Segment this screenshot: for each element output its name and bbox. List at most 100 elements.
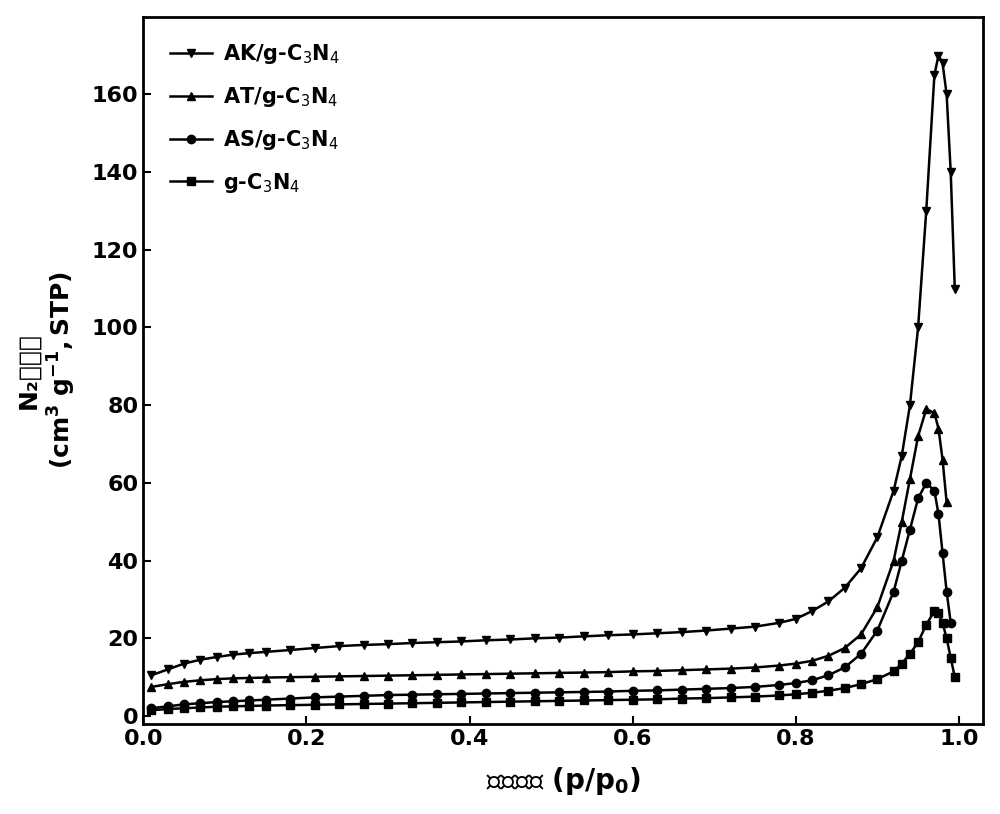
AS/g-C$_3$N$_4$ <box>553 688 565 698</box>
AT/g-C$_3$N$_4$ <box>602 667 614 677</box>
g-C$_3$N$_4$ <box>725 693 737 702</box>
AS/g-C$_3$N$_4$ <box>822 671 834 681</box>
AS/g-C$_3$N$_4$ <box>358 691 370 701</box>
AS/g-C$_3$N$_4$ <box>145 703 157 713</box>
AS/g-C$_3$N$_4$ <box>945 618 957 628</box>
AS/g-C$_3$N$_4$ <box>260 695 272 705</box>
AT/g-C$_3$N$_4$ <box>194 676 206 685</box>
AK/g-C$_3$N$_4$ <box>937 59 949 68</box>
AS/g-C$_3$N$_4$ <box>178 699 190 709</box>
AK/g-C$_3$N$_4$ <box>725 624 737 633</box>
AS/g-C$_3$N$_4$ <box>284 694 296 703</box>
AK/g-C$_3$N$_4$ <box>309 643 321 653</box>
g-C$_3$N$_4$ <box>333 699 345 709</box>
AK/g-C$_3$N$_4$ <box>211 652 223 662</box>
AT/g-C$_3$N$_4$ <box>406 671 418 681</box>
g-C$_3$N$_4$ <box>945 653 957 663</box>
AT/g-C$_3$N$_4$ <box>145 682 157 692</box>
AK/g-C$_3$N$_4$ <box>749 622 761 632</box>
AT/g-C$_3$N$_4$ <box>932 423 944 433</box>
g-C$_3$N$_4$ <box>871 674 883 684</box>
AT/g-C$_3$N$_4$ <box>358 671 370 681</box>
g-C$_3$N$_4$ <box>194 702 206 712</box>
g-C$_3$N$_4$ <box>822 686 834 696</box>
AK/g-C$_3$N$_4$ <box>382 639 394 649</box>
AS/g-C$_3$N$_4$ <box>855 649 867 659</box>
g-C$_3$N$_4$ <box>145 705 157 715</box>
g-C$_3$N$_4$ <box>912 637 924 647</box>
g-C$_3$N$_4$ <box>309 700 321 710</box>
AS/g-C$_3$N$_4$ <box>937 548 949 558</box>
AT/g-C$_3$N$_4$ <box>725 663 737 673</box>
g-C$_3$N$_4$ <box>676 694 688 703</box>
AT/g-C$_3$N$_4$ <box>806 656 818 666</box>
g-C$_3$N$_4$ <box>651 694 663 704</box>
AK/g-C$_3$N$_4$ <box>920 206 932 216</box>
AT/g-C$_3$N$_4$ <box>855 629 867 639</box>
g-C$_3$N$_4$ <box>700 694 712 703</box>
g-C$_3$N$_4$ <box>627 695 639 705</box>
AS/g-C$_3$N$_4$ <box>431 689 443 699</box>
AT/g-C$_3$N$_4$ <box>455 670 467 680</box>
AK/g-C$_3$N$_4$ <box>455 637 467 646</box>
AK/g-C$_3$N$_4$ <box>700 626 712 636</box>
g-C$_3$N$_4$ <box>941 633 953 643</box>
AK/g-C$_3$N$_4$ <box>406 638 418 648</box>
AS/g-C$_3$N$_4$ <box>888 587 900 597</box>
Legend: AK/g-C$_3$N$_4$, AT/g-C$_3$N$_4$, AS/g-C$_3$N$_4$, g-C$_3$N$_4$: AK/g-C$_3$N$_4$, AT/g-C$_3$N$_4$, AS/g-C… <box>162 34 348 203</box>
AK/g-C$_3$N$_4$ <box>358 640 370 650</box>
AT/g-C$_3$N$_4$ <box>480 669 492 679</box>
AK/g-C$_3$N$_4$ <box>896 451 908 461</box>
AS/g-C$_3$N$_4$ <box>529 688 541 698</box>
g-C$_3$N$_4$ <box>855 680 867 689</box>
AT/g-C$_3$N$_4$ <box>928 408 940 418</box>
AT/g-C$_3$N$_4$ <box>178 677 190 687</box>
g-C$_3$N$_4$ <box>949 672 961 682</box>
AT/g-C$_3$N$_4$ <box>309 672 321 681</box>
AK/g-C$_3$N$_4$ <box>145 671 157 681</box>
g-C$_3$N$_4$ <box>178 703 190 713</box>
AK/g-C$_3$N$_4$ <box>676 628 688 637</box>
AS/g-C$_3$N$_4$ <box>941 587 953 597</box>
g-C$_3$N$_4$ <box>455 698 467 707</box>
AS/g-C$_3$N$_4$ <box>676 685 688 694</box>
g-C$_3$N$_4$ <box>839 683 851 693</box>
AK/g-C$_3$N$_4$ <box>431 637 443 647</box>
g-C$_3$N$_4$ <box>773 690 785 700</box>
g-C$_3$N$_4$ <box>888 667 900 676</box>
AT/g-C$_3$N$_4$ <box>749 663 761 672</box>
g-C$_3$N$_4$ <box>227 702 239 711</box>
AK/g-C$_3$N$_4$ <box>627 629 639 639</box>
g-C$_3$N$_4$ <box>806 688 818 698</box>
g-C$_3$N$_4$ <box>431 698 443 707</box>
AK/g-C$_3$N$_4$ <box>480 636 492 646</box>
AS/g-C$_3$N$_4$ <box>928 486 940 496</box>
AT/g-C$_3$N$_4$ <box>888 556 900 566</box>
AT/g-C$_3$N$_4$ <box>431 670 443 680</box>
AS/g-C$_3$N$_4$ <box>406 689 418 699</box>
AT/g-C$_3$N$_4$ <box>651 666 663 676</box>
Line: AS/g-C$_3$N$_4$: AS/g-C$_3$N$_4$ <box>147 479 955 712</box>
AS/g-C$_3$N$_4$ <box>602 687 614 697</box>
AS/g-C$_3$N$_4$ <box>871 626 883 636</box>
AT/g-C$_3$N$_4$ <box>676 665 688 675</box>
AK/g-C$_3$N$_4$ <box>945 167 957 177</box>
AT/g-C$_3$N$_4$ <box>382 671 394 681</box>
Line: g-C$_3$N$_4$: g-C$_3$N$_4$ <box>147 607 959 715</box>
AK/g-C$_3$N$_4$ <box>578 632 590 641</box>
AK/g-C$_3$N$_4$ <box>333 641 345 651</box>
AK/g-C$_3$N$_4$ <box>806 606 818 616</box>
g-C$_3$N$_4$ <box>932 608 944 618</box>
AK/g-C$_3$N$_4$ <box>888 486 900 496</box>
AT/g-C$_3$N$_4$ <box>822 651 834 661</box>
AK/g-C$_3$N$_4$ <box>904 400 916 410</box>
AT/g-C$_3$N$_4$ <box>871 602 883 612</box>
g-C$_3$N$_4$ <box>529 697 541 707</box>
AS/g-C$_3$N$_4$ <box>578 687 590 697</box>
AK/g-C$_3$N$_4$ <box>178 659 190 668</box>
X-axis label: 相对压力 $\mathbf{(p/p_0)}$: 相对压力 $\mathbf{(p/p_0)}$ <box>486 765 641 798</box>
AS/g-C$_3$N$_4$ <box>627 686 639 696</box>
AS/g-C$_3$N$_4$ <box>309 693 321 702</box>
AS/g-C$_3$N$_4$ <box>932 509 944 519</box>
AK/g-C$_3$N$_4$ <box>949 284 961 294</box>
